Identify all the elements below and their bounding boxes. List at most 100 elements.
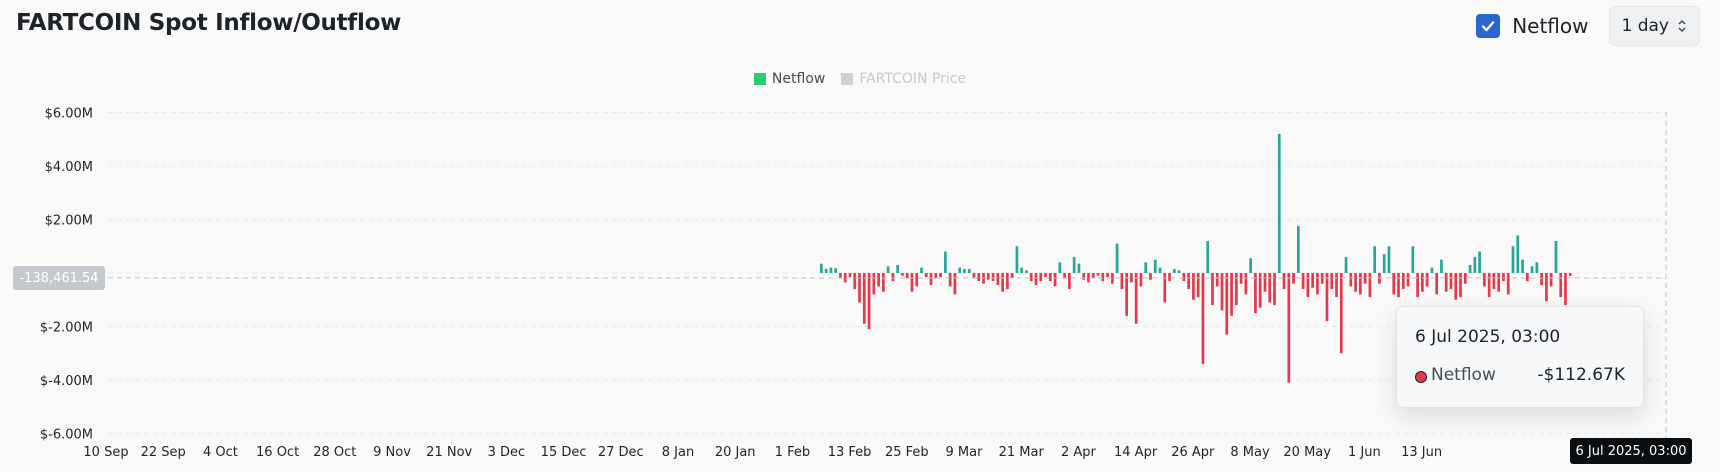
netflow-bar[interactable] bbox=[939, 273, 942, 278]
netflow-bar[interactable] bbox=[958, 267, 962, 273]
netflow-bar[interactable] bbox=[1487, 273, 1491, 298]
netflow-bar[interactable] bbox=[1182, 273, 1186, 282]
netflow-bar[interactable] bbox=[1106, 273, 1109, 278]
netflow-bar[interactable] bbox=[1015, 246, 1019, 273]
netflow-bar[interactable] bbox=[1540, 273, 1543, 286]
netflow-bar[interactable] bbox=[1201, 273, 1205, 364]
netflow-bar[interactable] bbox=[996, 273, 1000, 286]
netflow-bar[interactable] bbox=[972, 273, 976, 279]
netflow-bar[interactable] bbox=[824, 268, 828, 273]
netflow-bar[interactable] bbox=[1368, 273, 1372, 298]
netflow-bar[interactable] bbox=[1168, 273, 1171, 282]
netflow-bar[interactable] bbox=[867, 273, 871, 330]
netflow-bar[interactable] bbox=[1535, 262, 1539, 273]
netflow-bar[interactable] bbox=[1359, 273, 1362, 295]
netflow-bar[interactable] bbox=[1134, 273, 1138, 324]
netflow-bar[interactable] bbox=[1440, 259, 1443, 274]
netflow-bar[interactable] bbox=[1263, 273, 1267, 292]
netflow-bar[interactable] bbox=[1564, 273, 1567, 306]
netflow-bar[interactable] bbox=[1044, 273, 1047, 278]
netflow-bar[interactable] bbox=[1559, 273, 1563, 298]
netflow-bar[interactable] bbox=[1363, 273, 1367, 284]
netflow-bar[interactable] bbox=[1268, 273, 1272, 303]
netflow-bar[interactable] bbox=[1082, 273, 1086, 280]
netflow-bar[interactable] bbox=[1277, 133, 1281, 273]
netflow-bar[interactable] bbox=[1411, 246, 1415, 273]
netflow-bar[interactable] bbox=[1001, 273, 1004, 292]
netflow-bar[interactable] bbox=[1483, 273, 1486, 287]
netflow-bar[interactable] bbox=[1087, 273, 1090, 283]
netflow-bar[interactable] bbox=[1320, 273, 1324, 284]
netflow-bar[interactable] bbox=[1206, 240, 1210, 273]
netflow-bar[interactable] bbox=[1254, 273, 1257, 314]
netflow-bar[interactable] bbox=[1282, 273, 1286, 290]
netflow-bar[interactable] bbox=[1306, 273, 1310, 298]
netflow-bar[interactable] bbox=[1416, 273, 1419, 298]
netflow-bar[interactable] bbox=[1511, 246, 1515, 273]
netflow-bar[interactable] bbox=[1215, 273, 1219, 287]
netflow-bar[interactable] bbox=[1335, 273, 1338, 298]
netflow-bar[interactable] bbox=[891, 273, 895, 282]
netflow-bar[interactable] bbox=[977, 273, 981, 282]
netflow-bar[interactable] bbox=[1430, 267, 1434, 273]
netflow-bar[interactable] bbox=[905, 273, 909, 279]
netflow-bar[interactable] bbox=[1354, 273, 1357, 292]
netflow-bar[interactable] bbox=[1211, 273, 1214, 306]
netflow-bar[interactable] bbox=[944, 251, 947, 273]
netflow-bar[interactable] bbox=[1244, 273, 1248, 295]
netflow-bar[interactable] bbox=[1506, 273, 1510, 295]
netflow-bar[interactable] bbox=[1401, 273, 1405, 290]
netflow-bar[interactable] bbox=[1325, 273, 1329, 322]
netflow-bar[interactable] bbox=[1349, 273, 1353, 287]
netflow-bar[interactable] bbox=[1435, 273, 1439, 295]
netflow-bar[interactable] bbox=[1316, 273, 1319, 295]
netflow-bar[interactable] bbox=[1468, 264, 1472, 274]
netflow-bar[interactable] bbox=[1249, 258, 1252, 273]
netflow-bar[interactable] bbox=[1144, 262, 1148, 273]
netflow-bar[interactable] bbox=[1545, 273, 1548, 302]
netflow-bar[interactable] bbox=[1110, 273, 1114, 284]
netflow-bar[interactable] bbox=[1301, 273, 1305, 290]
netflow-bar[interactable] bbox=[848, 273, 852, 278]
netflow-bar[interactable] bbox=[1525, 273, 1529, 282]
netflow-bar[interactable] bbox=[1139, 273, 1143, 287]
netflow-bar[interactable] bbox=[1158, 267, 1162, 273]
netflow-bar[interactable] bbox=[1344, 256, 1348, 273]
netflow-bar[interactable] bbox=[963, 268, 966, 273]
netflow-bar[interactable] bbox=[829, 267, 833, 273]
netflow-bar[interactable] bbox=[967, 268, 971, 273]
netflow-bar[interactable] bbox=[1330, 273, 1334, 290]
netflow-bar[interactable] bbox=[1387, 246, 1391, 273]
netflow-bar[interactable] bbox=[1058, 262, 1062, 273]
netflow-bar[interactable] bbox=[896, 264, 900, 274]
netflow-bar[interactable] bbox=[853, 273, 857, 290]
netflow-bar[interactable] bbox=[948, 273, 952, 287]
netflow-bar[interactable] bbox=[1478, 251, 1481, 273]
netflow-bar[interactable] bbox=[1125, 273, 1128, 316]
netflow-bar[interactable] bbox=[1010, 273, 1014, 279]
netflow-bar[interactable] bbox=[1339, 273, 1343, 354]
netflow-bar[interactable] bbox=[843, 273, 847, 283]
netflow-bar[interactable] bbox=[820, 263, 823, 273]
netflow-bar[interactable] bbox=[1459, 273, 1462, 298]
netflow-bar[interactable] bbox=[1225, 273, 1229, 335]
netflow-bar[interactable] bbox=[1192, 273, 1195, 300]
netflow-bar[interactable] bbox=[858, 273, 861, 303]
netflow-bar[interactable] bbox=[924, 273, 928, 278]
netflow-bar[interactable] bbox=[1053, 273, 1057, 287]
netflow-bar[interactable] bbox=[877, 273, 880, 287]
netflow-bar[interactable] bbox=[1292, 273, 1295, 284]
legend-item-netflow[interactable]: Netflow bbox=[753, 71, 825, 87]
netflow-checkbox[interactable] bbox=[1476, 14, 1501, 38]
netflow-bar[interactable] bbox=[1115, 243, 1119, 273]
netflow-bar[interactable] bbox=[1516, 235, 1520, 273]
netflow-bar[interactable] bbox=[1382, 254, 1386, 273]
netflow-bar[interactable] bbox=[910, 273, 914, 292]
netflow-bar[interactable] bbox=[915, 273, 919, 287]
netflow-bar[interactable] bbox=[1239, 273, 1243, 284]
netflow-bar[interactable] bbox=[834, 268, 838, 273]
netflow-bar[interactable] bbox=[1153, 259, 1157, 274]
netflow-bar[interactable] bbox=[929, 273, 933, 286]
netflow-bar[interactable] bbox=[1029, 273, 1033, 282]
